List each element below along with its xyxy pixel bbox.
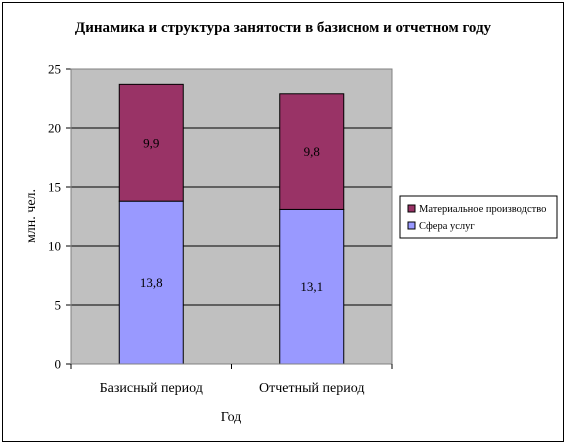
bar-segment	[279, 93, 345, 210]
data-label: 9,8	[304, 144, 320, 159]
y-tick-label: 10	[48, 239, 61, 254]
y-tick-label: 25	[48, 62, 61, 77]
bar-segment	[279, 208, 345, 365]
chart-title: Динамика и структура занятости в базисно…	[75, 20, 492, 36]
x-tick-label: Отчетный период	[259, 381, 364, 396]
bars	[118, 83, 345, 365]
y-tick-label: 0	[55, 357, 62, 372]
y-tick-label: 15	[48, 180, 61, 195]
legend-label: Сфера услуг	[419, 221, 475, 232]
legend-swatch	[407, 204, 416, 213]
labels: 0 5 10 15 20 25 13,8 9,9 Базисный период 13,1 9,8 О…	[48, 62, 364, 397]
data-label: 13,1	[300, 279, 323, 294]
x-axis-title: Год	[221, 410, 242, 425]
y-tick-label: 5	[55, 298, 62, 313]
bar-segment	[118, 83, 184, 202]
legend-swatch	[407, 221, 416, 230]
legend-label: Материальное производство	[419, 204, 546, 215]
legend-box	[399, 195, 558, 239]
x-tick-label: Базисный период	[100, 381, 203, 396]
bar-segment	[118, 200, 184, 365]
legend: Материальное производство Сфера услуг	[399, 195, 558, 239]
axes	[66, 68, 393, 369]
y-tick-label: 20	[48, 121, 61, 136]
data-label: 13,8	[140, 275, 163, 290]
y-axis-title: млн. чел.	[24, 189, 39, 243]
data-label: 9,9	[143, 135, 159, 150]
